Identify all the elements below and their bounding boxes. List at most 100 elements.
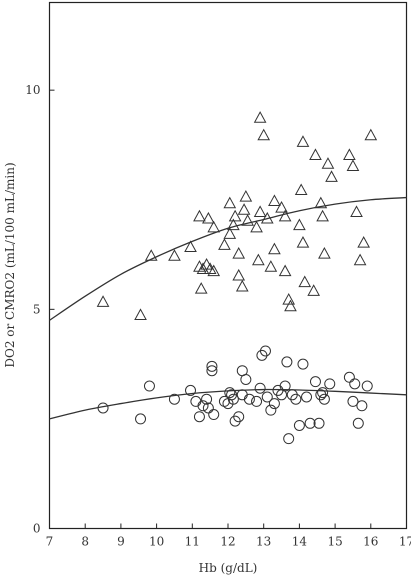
circle-point	[143, 380, 155, 392]
circle-point	[227, 393, 239, 405]
triangle-point	[223, 196, 237, 209]
circle-point	[349, 378, 361, 390]
x-tick-label: 8	[81, 535, 89, 549]
x-tick-label: 10	[149, 535, 164, 549]
circle-point	[261, 391, 273, 403]
triangle-point	[235, 279, 249, 292]
triangle-point	[282, 293, 296, 305]
circle-point	[297, 358, 309, 370]
x-tick-label: 15	[327, 535, 342, 549]
circle-point	[224, 387, 236, 399]
x-tick-label: 13	[256, 535, 271, 549]
circle-point	[168, 393, 180, 405]
circle-point	[361, 380, 373, 392]
circle-point	[236, 389, 248, 401]
triangle-point	[325, 170, 338, 182]
triangle-point	[241, 214, 254, 226]
circle-point	[347, 395, 359, 407]
circle-point	[256, 349, 268, 361]
x-tick-label: 16	[363, 535, 378, 549]
circle-point	[309, 376, 321, 388]
triangle-point	[250, 220, 263, 233]
circle-point	[265, 404, 277, 416]
y-tick-label: 10	[25, 83, 40, 97]
circle-point	[190, 395, 202, 407]
triangle-point	[144, 249, 158, 261]
triangle-point	[278, 264, 292, 277]
x-tick-label: 11	[185, 535, 200, 549]
circle-point	[206, 365, 218, 377]
triangle-point	[168, 249, 181, 261]
triangle-point	[218, 238, 231, 250]
triangle-point	[318, 246, 331, 259]
triangle-point	[184, 240, 197, 253]
circle-point	[185, 384, 197, 396]
circle-point	[272, 384, 284, 396]
circle-point	[318, 393, 330, 405]
triangle-point	[239, 190, 253, 202]
x-tick-label: 7	[46, 535, 54, 549]
triangle-point	[278, 209, 292, 222]
circle-point	[229, 415, 241, 427]
triangle-point	[237, 203, 251, 215]
triangle-point	[203, 262, 217, 274]
circle-point	[324, 378, 336, 390]
triangle-point	[364, 128, 378, 141]
circle-point	[240, 373, 252, 385]
triangle-point	[296, 236, 310, 248]
y-tick-label: 5	[33, 302, 41, 316]
triangle-point	[134, 308, 147, 320]
circle-point	[97, 402, 109, 414]
triangle-point	[346, 159, 360, 171]
triangle-point	[264, 260, 278, 272]
data-markers	[96, 111, 378, 445]
circle-point	[293, 419, 305, 431]
triangle-point	[316, 209, 329, 222]
circle-point	[279, 380, 291, 392]
circle-point	[259, 345, 271, 357]
triangle-point	[253, 111, 267, 123]
circle-point	[304, 417, 316, 429]
x-tick-label: 14	[292, 535, 308, 549]
circle-point	[208, 409, 220, 421]
y-tick-label: 0	[33, 522, 41, 536]
circle-point	[356, 400, 368, 412]
triangle-point	[207, 264, 221, 277]
circle-point	[197, 400, 209, 412]
y-axis-title: DO2 or CMRO2 (mL/100 mL/min)	[3, 162, 17, 367]
circle-point	[233, 411, 245, 423]
circle-point	[254, 382, 266, 394]
x-axis-title: Hb (g/dL)	[199, 561, 258, 575]
triangle-point	[193, 209, 206, 222]
triangle-point	[294, 183, 308, 196]
triangle-point	[309, 148, 322, 160]
fit-curve-1	[49, 196, 407, 321]
circle-point	[281, 356, 293, 368]
triangle-point	[284, 299, 297, 312]
circle-point	[268, 398, 280, 410]
triangle-point	[257, 128, 271, 141]
triangle-point	[194, 282, 208, 294]
triangle-point	[207, 220, 221, 233]
circle-point	[206, 360, 218, 372]
triangle-point	[223, 227, 237, 239]
x-tick-label: 9	[117, 535, 125, 549]
triangle-point	[202, 211, 215, 224]
triangle-point	[298, 275, 312, 288]
triangle-point	[357, 236, 371, 248]
triangle-point	[232, 268, 246, 281]
triangle-point	[296, 135, 310, 147]
circle-point	[243, 393, 255, 405]
triangle-point	[353, 253, 367, 266]
circle-point	[290, 393, 302, 405]
triangle-point	[260, 211, 274, 224]
triangle-point	[252, 253, 265, 266]
triangle-point	[253, 205, 267, 217]
triangle-point	[196, 262, 210, 274]
triangle-point	[268, 242, 281, 255]
plot-frame	[48, 1, 408, 530]
circle-point	[135, 413, 147, 425]
circle-point	[286, 389, 298, 401]
triangle-point	[227, 218, 240, 231]
